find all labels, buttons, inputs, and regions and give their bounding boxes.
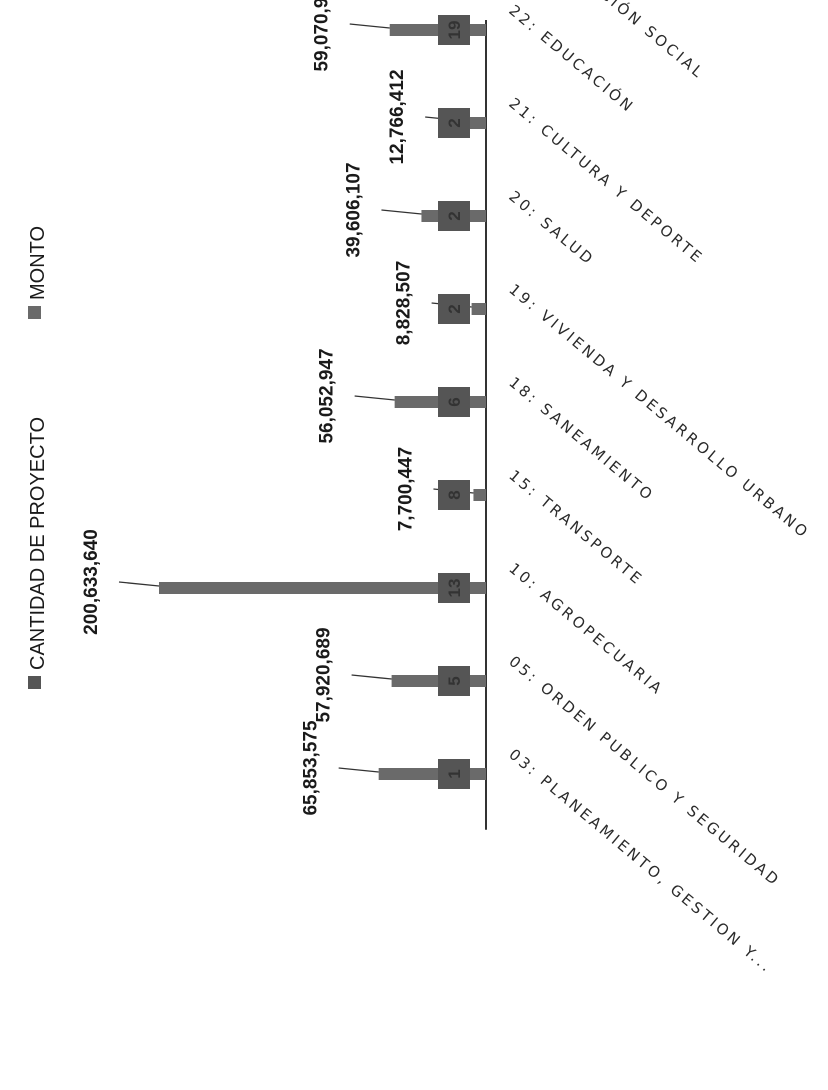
legend-swatch <box>28 676 41 689</box>
bar-group: 39,606,107 2 <box>343 162 486 258</box>
leader-line <box>118 581 160 587</box>
category-label: 03: PLANEAMIENTO, GESTION Y... <box>505 745 776 977</box>
count-label: 2 <box>445 118 464 127</box>
legend-swatch <box>28 306 41 319</box>
category-label: 23: PROTECCIÓN SOCIAL <box>505 0 709 83</box>
count-label: 2 <box>445 304 464 313</box>
bar-group: 200,633,640 13 <box>81 529 486 635</box>
chart-legend: CANTIDAD DE PROYECTO MONTO <box>27 226 49 689</box>
bar-group: 65,853,575 1 <box>301 720 486 816</box>
count-label: 8 <box>445 490 464 499</box>
monto-bar <box>159 582 486 594</box>
monto-bar <box>389 24 486 36</box>
count-box <box>438 15 470 45</box>
count-box <box>438 108 470 138</box>
value-label: 39,606,107 <box>343 162 364 257</box>
count-label: 5 <box>445 676 464 685</box>
leader-line <box>354 395 395 401</box>
count-label: 1 <box>445 769 464 778</box>
category-label: 20: SALUD <box>505 187 598 269</box>
value-label: 57,920,689 <box>314 627 335 722</box>
bar-group: 56,052,947 6 <box>317 348 486 444</box>
bar-group: 7,700,447 8 <box>395 447 486 532</box>
value-label: 8,828,507 <box>394 261 415 346</box>
count-box <box>438 573 470 603</box>
value-label: 65,853,575 <box>301 720 322 816</box>
legend-label: MONTO <box>27 226 49 300</box>
value-label: 12,766,412 <box>387 69 408 164</box>
count-box <box>438 387 470 417</box>
count-label: 13 <box>445 579 464 598</box>
value-label: 56,052,947 <box>317 348 338 443</box>
count-box <box>438 201 470 231</box>
count-label: 2 <box>445 211 464 220</box>
leader-line <box>381 209 422 215</box>
category-label: 22: EDUCACIÓN <box>505 1 638 117</box>
count-box <box>438 480 470 510</box>
legend-label: CANTIDAD DE PROYECTO <box>27 417 49 670</box>
category-label: 21: CULTURA Y DEPORTE <box>505 94 707 267</box>
count-box <box>438 294 470 324</box>
monto-bar <box>471 303 486 315</box>
leader-line <box>351 674 392 680</box>
bar-group: 8,828,507 2 <box>394 261 486 346</box>
monto-bar <box>465 117 486 129</box>
value-label: 200,633,640 <box>81 529 102 635</box>
count-box <box>438 666 470 696</box>
bars-layer: 65,853,575 1 57,920,689 5 200,633,640 13 7,700… <box>81 0 486 816</box>
value-label: 7,700,447 <box>395 447 416 532</box>
bar-group: 12,766,412 2 <box>387 69 486 165</box>
leader-line <box>349 23 390 29</box>
leader-line <box>338 767 379 773</box>
category-labels-layer: 03: PLANEAMIENTO, GESTION Y...05: ORDEN … <box>505 0 813 977</box>
value-label: 59,070,930 <box>312 0 333 72</box>
count-box <box>438 759 470 789</box>
bar-group: 59,070,930 19 <box>312 0 486 72</box>
count-label: 19 <box>445 21 464 40</box>
count-label: 6 <box>445 397 464 406</box>
monto-bar <box>473 489 486 501</box>
bar-group: 57,920,689 5 <box>314 627 486 723</box>
